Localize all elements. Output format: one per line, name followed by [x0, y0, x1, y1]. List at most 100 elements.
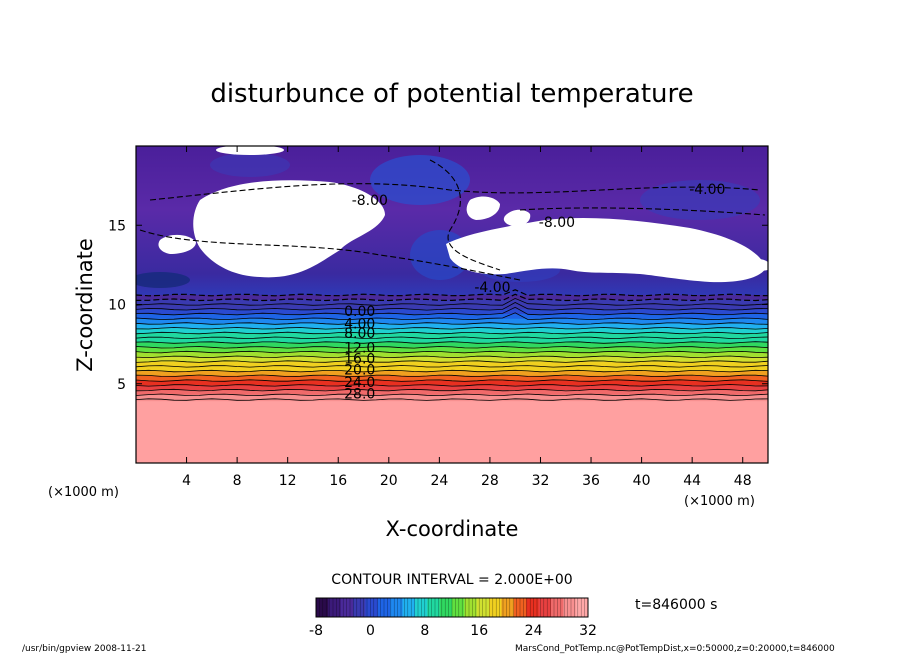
- color-band: [136, 318, 768, 325]
- color-band: [136, 304, 768, 310]
- chart-title: disturbunce of potential temperature: [210, 79, 693, 109]
- contour-line: [136, 388, 768, 392]
- colorbar-tick-label: 32: [579, 623, 597, 639]
- colorbar-swatch: [476, 598, 490, 617]
- colorbar-swatch: [464, 598, 478, 617]
- contour-line: [136, 384, 768, 387]
- contour-label: 12.0: [344, 340, 375, 356]
- contour-line: [136, 289, 768, 297]
- colorbar-swatch: [452, 598, 465, 617]
- color-band: [136, 294, 768, 301]
- contour-line: [136, 346, 768, 349]
- colorbar-frame: [315, 597, 589, 618]
- colorbar-swatch: [439, 598, 453, 617]
- y-axis-label: Z-coordinate: [73, 238, 97, 372]
- contour-label: -8.00: [539, 215, 575, 231]
- color-band: [136, 337, 768, 344]
- x-tick-label: 36: [582, 473, 600, 489]
- contour-line: [136, 341, 768, 344]
- contour-line: [136, 312, 768, 321]
- color-band: [136, 328, 768, 334]
- white-region-5: [503, 209, 531, 227]
- x-tick-label: 24: [430, 473, 448, 489]
- color-bands: [136, 294, 768, 463]
- contour-label: -4.00: [474, 280, 510, 296]
- contour-line: [136, 336, 768, 340]
- color-band: [136, 299, 768, 306]
- white-region-1: [193, 180, 385, 278]
- footer-left: /usr/bin/gpview 2008-11-21: [22, 644, 146, 654]
- color-band: [136, 352, 768, 358]
- colorbar-swatch: [563, 598, 577, 617]
- contour-line: [136, 379, 768, 382]
- color-band: [136, 333, 768, 339]
- colorbar-swatch: [316, 598, 329, 617]
- contour-interval-text: CONTOUR INTERVAL = 2.000E+00: [331, 572, 572, 588]
- contour-line: [136, 398, 768, 401]
- contour-line-dashed: [519, 207, 766, 216]
- contour-label: 28.0: [344, 386, 375, 402]
- colorbar-tick-label: 16: [470, 623, 488, 639]
- time-text: t=846000 s: [635, 597, 717, 613]
- colorbar-swatch: [340, 598, 354, 617]
- colorbar-swatch: [427, 598, 441, 617]
- bottom-band: [136, 401, 768, 463]
- colorbar-swatch: [353, 598, 366, 617]
- contour-line-dashed: [429, 159, 501, 271]
- x-tick-label: 48: [734, 473, 752, 489]
- contour-line: [136, 327, 768, 330]
- contour-label: 8.00: [344, 326, 375, 342]
- contour-label: -4.00: [689, 182, 725, 198]
- contour-line-dashed: [149, 183, 761, 201]
- y-tick-label: 10: [108, 298, 126, 314]
- contour-label: 0.00: [344, 304, 375, 320]
- contour-line: [136, 293, 768, 302]
- contour-line: [136, 350, 768, 354]
- colorbar-swatch: [538, 598, 552, 617]
- color-band: [136, 380, 768, 386]
- y-tick-label: 15: [108, 218, 126, 234]
- x-tick-label: 44: [683, 473, 701, 489]
- colorbar-swatch: [365, 598, 379, 617]
- colorbar-swatch: [489, 598, 502, 617]
- contour-label: 4.00: [344, 317, 375, 333]
- color-band: [136, 361, 768, 367]
- x-unit-right: (×1000 m): [684, 494, 755, 509]
- color-band: [136, 309, 768, 315]
- color-band: [136, 375, 768, 382]
- x-tick-label: 20: [380, 473, 398, 489]
- y-tick-label: 5: [117, 377, 126, 393]
- contour-line: [136, 369, 768, 373]
- plot-area: -8.00 -8.00 -4.00 -4.00 0.004.008.0012.016.0…: [136, 146, 768, 463]
- color-band: [136, 323, 768, 329]
- x-tick-label: 4: [182, 473, 191, 489]
- contour-line: [136, 374, 768, 378]
- x-tick-label: 8: [233, 473, 242, 489]
- x-axis-label: X-coordinate: [386, 517, 519, 541]
- colorbar-tick-label: 8: [420, 623, 429, 639]
- x-unit-left: (×1000 m): [48, 485, 119, 500]
- contour-line: [136, 331, 768, 335]
- colorbar-tick-label: 0: [366, 623, 375, 639]
- contour-line: [136, 355, 768, 359]
- color-band: [136, 366, 768, 372]
- contour-lines: [136, 159, 768, 401]
- colorbar-swatch: [402, 598, 416, 617]
- color-band: [136, 399, 768, 402]
- contour-line: [136, 393, 768, 397]
- footer-right: MarsCond_PotTemp.nc@PotTempDist,x=0:5000…: [515, 644, 835, 654]
- contour-label: -8.00: [352, 193, 388, 209]
- colorbar-swatch: [328, 598, 342, 617]
- contour-line: [136, 322, 768, 325]
- contour-line: [136, 365, 768, 368]
- color-band: [136, 385, 768, 391]
- color-band: [136, 347, 768, 353]
- white-region-4: [446, 217, 766, 283]
- x-tick-label: 40: [633, 473, 651, 489]
- x-tick-label: 32: [532, 473, 550, 489]
- contour-label: 24.0: [344, 375, 375, 391]
- color-band: [136, 390, 768, 396]
- x-tick-label: 28: [481, 473, 499, 489]
